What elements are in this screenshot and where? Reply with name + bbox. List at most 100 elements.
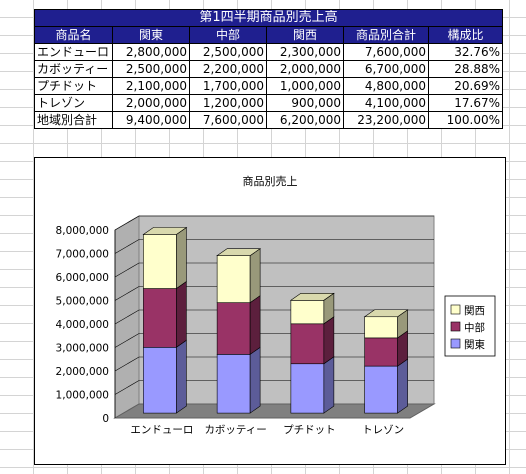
value-cell[interactable]: 2,000,000 [112, 94, 190, 112]
bar-side [397, 358, 408, 414]
y-tick-label: 7,000,000 [56, 249, 109, 261]
gridline [114, 239, 434, 254]
header-cell[interactable]: 関西 [266, 26, 344, 44]
bar-side [323, 356, 335, 414]
value-cell[interactable]: 2,200,000 [189, 60, 267, 78]
bar-side [323, 316, 335, 365]
value-cell[interactable]: 1,200,000 [189, 94, 267, 112]
value-cell[interactable]: 23,200,000 [343, 111, 429, 129]
x-tick-label: カボッティー [204, 424, 266, 436]
y-tick-label: 4,000,000 [56, 319, 109, 331]
bar-side [176, 280, 187, 348]
bar-segment [216, 302, 251, 355]
bar-segment [364, 337, 398, 367]
total-row: 地域別合計 9,400,000 7,600,000 6,200,000 23,200,0… [34, 111, 504, 129]
bar-segment [143, 234, 177, 289]
value-cell[interactable]: 9,400,000 [112, 111, 190, 129]
value-cell[interactable]: 7,600,000 [189, 111, 267, 129]
bar-segment [364, 316, 398, 339]
y-tick-label: 3,000,000 [56, 343, 109, 355]
bar-segment [143, 347, 177, 414]
legend-swatch [450, 304, 461, 315]
table-row: カボッティー 2,500,000 2,200,000 2,000,000 6,700,0… [34, 60, 504, 78]
value-cell[interactable]: 17.67% [427, 94, 504, 112]
gridline [114, 333, 434, 348]
table-title-cell[interactable]: 第1四半期商品別売上高 [33, 9, 504, 27]
value-cell[interactable]: 1,700,000 [189, 77, 267, 95]
bar-side [176, 339, 187, 414]
header-cell[interactable]: 商品名 [34, 26, 113, 44]
value-cell[interactable]: 100.00% [427, 111, 504, 129]
value-cell[interactable]: 28.88% [427, 60, 504, 78]
bar-segment [216, 354, 251, 414]
x-tick-label: トレゾン [362, 424, 404, 436]
value-cell[interactable]: 32.76% [427, 43, 504, 61]
bar-side [176, 226, 187, 290]
table-row: エンドューロ 2,800,000 2,500,000 2,300,000 7,600,0… [34, 43, 504, 61]
chart-area[interactable]: 商品別売上 0 1,000,000 2,000,000 3,000,000 4,000,0… [34, 157, 506, 465]
bar-top [363, 309, 409, 318]
table-row: トレゾン 2,000,000 1,200,000 900,000 4,100,000 17… [34, 94, 504, 112]
gridline [114, 380, 434, 395]
bar-segment [290, 300, 325, 325]
gridline [114, 286, 434, 301]
value-cell[interactable]: 7,600,000 [343, 43, 429, 61]
bar-top [289, 293, 335, 301]
value-cell[interactable]: 4,800,000 [343, 77, 429, 95]
header-cell[interactable]: 中部 [189, 26, 267, 44]
bar-segment [364, 365, 398, 414]
gridline [114, 262, 434, 278]
bar-top [142, 227, 188, 235]
table-row: プチドット 2,100,000 1,700,000 1,000,000 4,800,00… [34, 77, 504, 95]
table-title-row: 第1四半期商品別売上高 [33, 9, 504, 27]
y-tick-label: 1,000,000 [56, 390, 109, 402]
stacked-bar-chart: 商品別売上 0 1,000,000 2,000,000 3,000,000 4,000,0… [56, 174, 496, 436]
legend-swatch [450, 338, 461, 349]
gridline [114, 215, 434, 231]
value-cell[interactable]: 4,100,000 [343, 94, 429, 112]
product-name-cell[interactable]: 地域別合計 [34, 111, 113, 129]
header-row: 商品名 関東 中部 関西 商品別合計 構成比 [34, 26, 504, 44]
y-tick-label: 0 [102, 413, 109, 425]
header-cell[interactable]: 構成比 [427, 26, 504, 44]
gridline [114, 309, 434, 325]
value-cell[interactable]: 2,100,000 [112, 77, 190, 95]
chart-floor [113, 403, 436, 419]
value-cell[interactable]: 2,000,000 [266, 60, 344, 78]
y-tick-label: 8,000,000 [56, 225, 109, 237]
value-cell[interactable]: 2,500,000 [189, 43, 267, 61]
bar-segment [290, 323, 325, 365]
sales-table: 第1四半期商品別売上高 商品名 関東 中部 関西 商品別合計 構成比 エンドューロ 2,800,… [33, 9, 504, 129]
x-tick-label: プチドット [283, 424, 336, 436]
x-tick-label: エンドューロ [130, 424, 193, 436]
legend-label: 中部 [464, 321, 485, 334]
header-cell[interactable]: 商品別合計 [343, 26, 429, 44]
bar-segment [216, 255, 251, 303]
value-cell[interactable]: 1,000,000 [266, 77, 344, 95]
value-cell[interactable]: 2,300,000 [266, 43, 344, 61]
legend-swatch [450, 321, 461, 332]
bar-segment [143, 288, 177, 348]
value-cell[interactable]: 20.69% [427, 77, 504, 95]
product-name-cell[interactable]: トレゾン [34, 94, 113, 112]
chart-title: 商品別売上 [243, 174, 298, 188]
bar-segment [290, 363, 325, 414]
bar-side [249, 346, 261, 414]
bar-side [249, 248, 261, 304]
legend-label: 関西 [464, 305, 485, 317]
y-tick-label: 5,000,000 [56, 296, 109, 308]
header-cell[interactable]: 関東 [112, 26, 190, 44]
gridline [114, 356, 434, 372]
value-cell[interactable]: 6,700,000 [343, 60, 429, 78]
value-cell[interactable]: 2,800,000 [112, 43, 190, 61]
value-cell[interactable]: 2,500,000 [112, 60, 190, 78]
y-tick-label: 2,000,000 [56, 366, 109, 378]
legend-label: 関東 [464, 338, 485, 351]
product-name-cell[interactable]: エンドューロ [34, 43, 113, 61]
value-cell[interactable]: 6,200,000 [266, 111, 344, 129]
bar-side [249, 295, 261, 355]
product-name-cell[interactable]: プチドット [34, 77, 113, 95]
y-tick-label: 6,000,000 [56, 272, 109, 284]
product-name-cell[interactable]: カボッティー [34, 60, 113, 78]
value-cell[interactable]: 900,000 [266, 94, 344, 112]
